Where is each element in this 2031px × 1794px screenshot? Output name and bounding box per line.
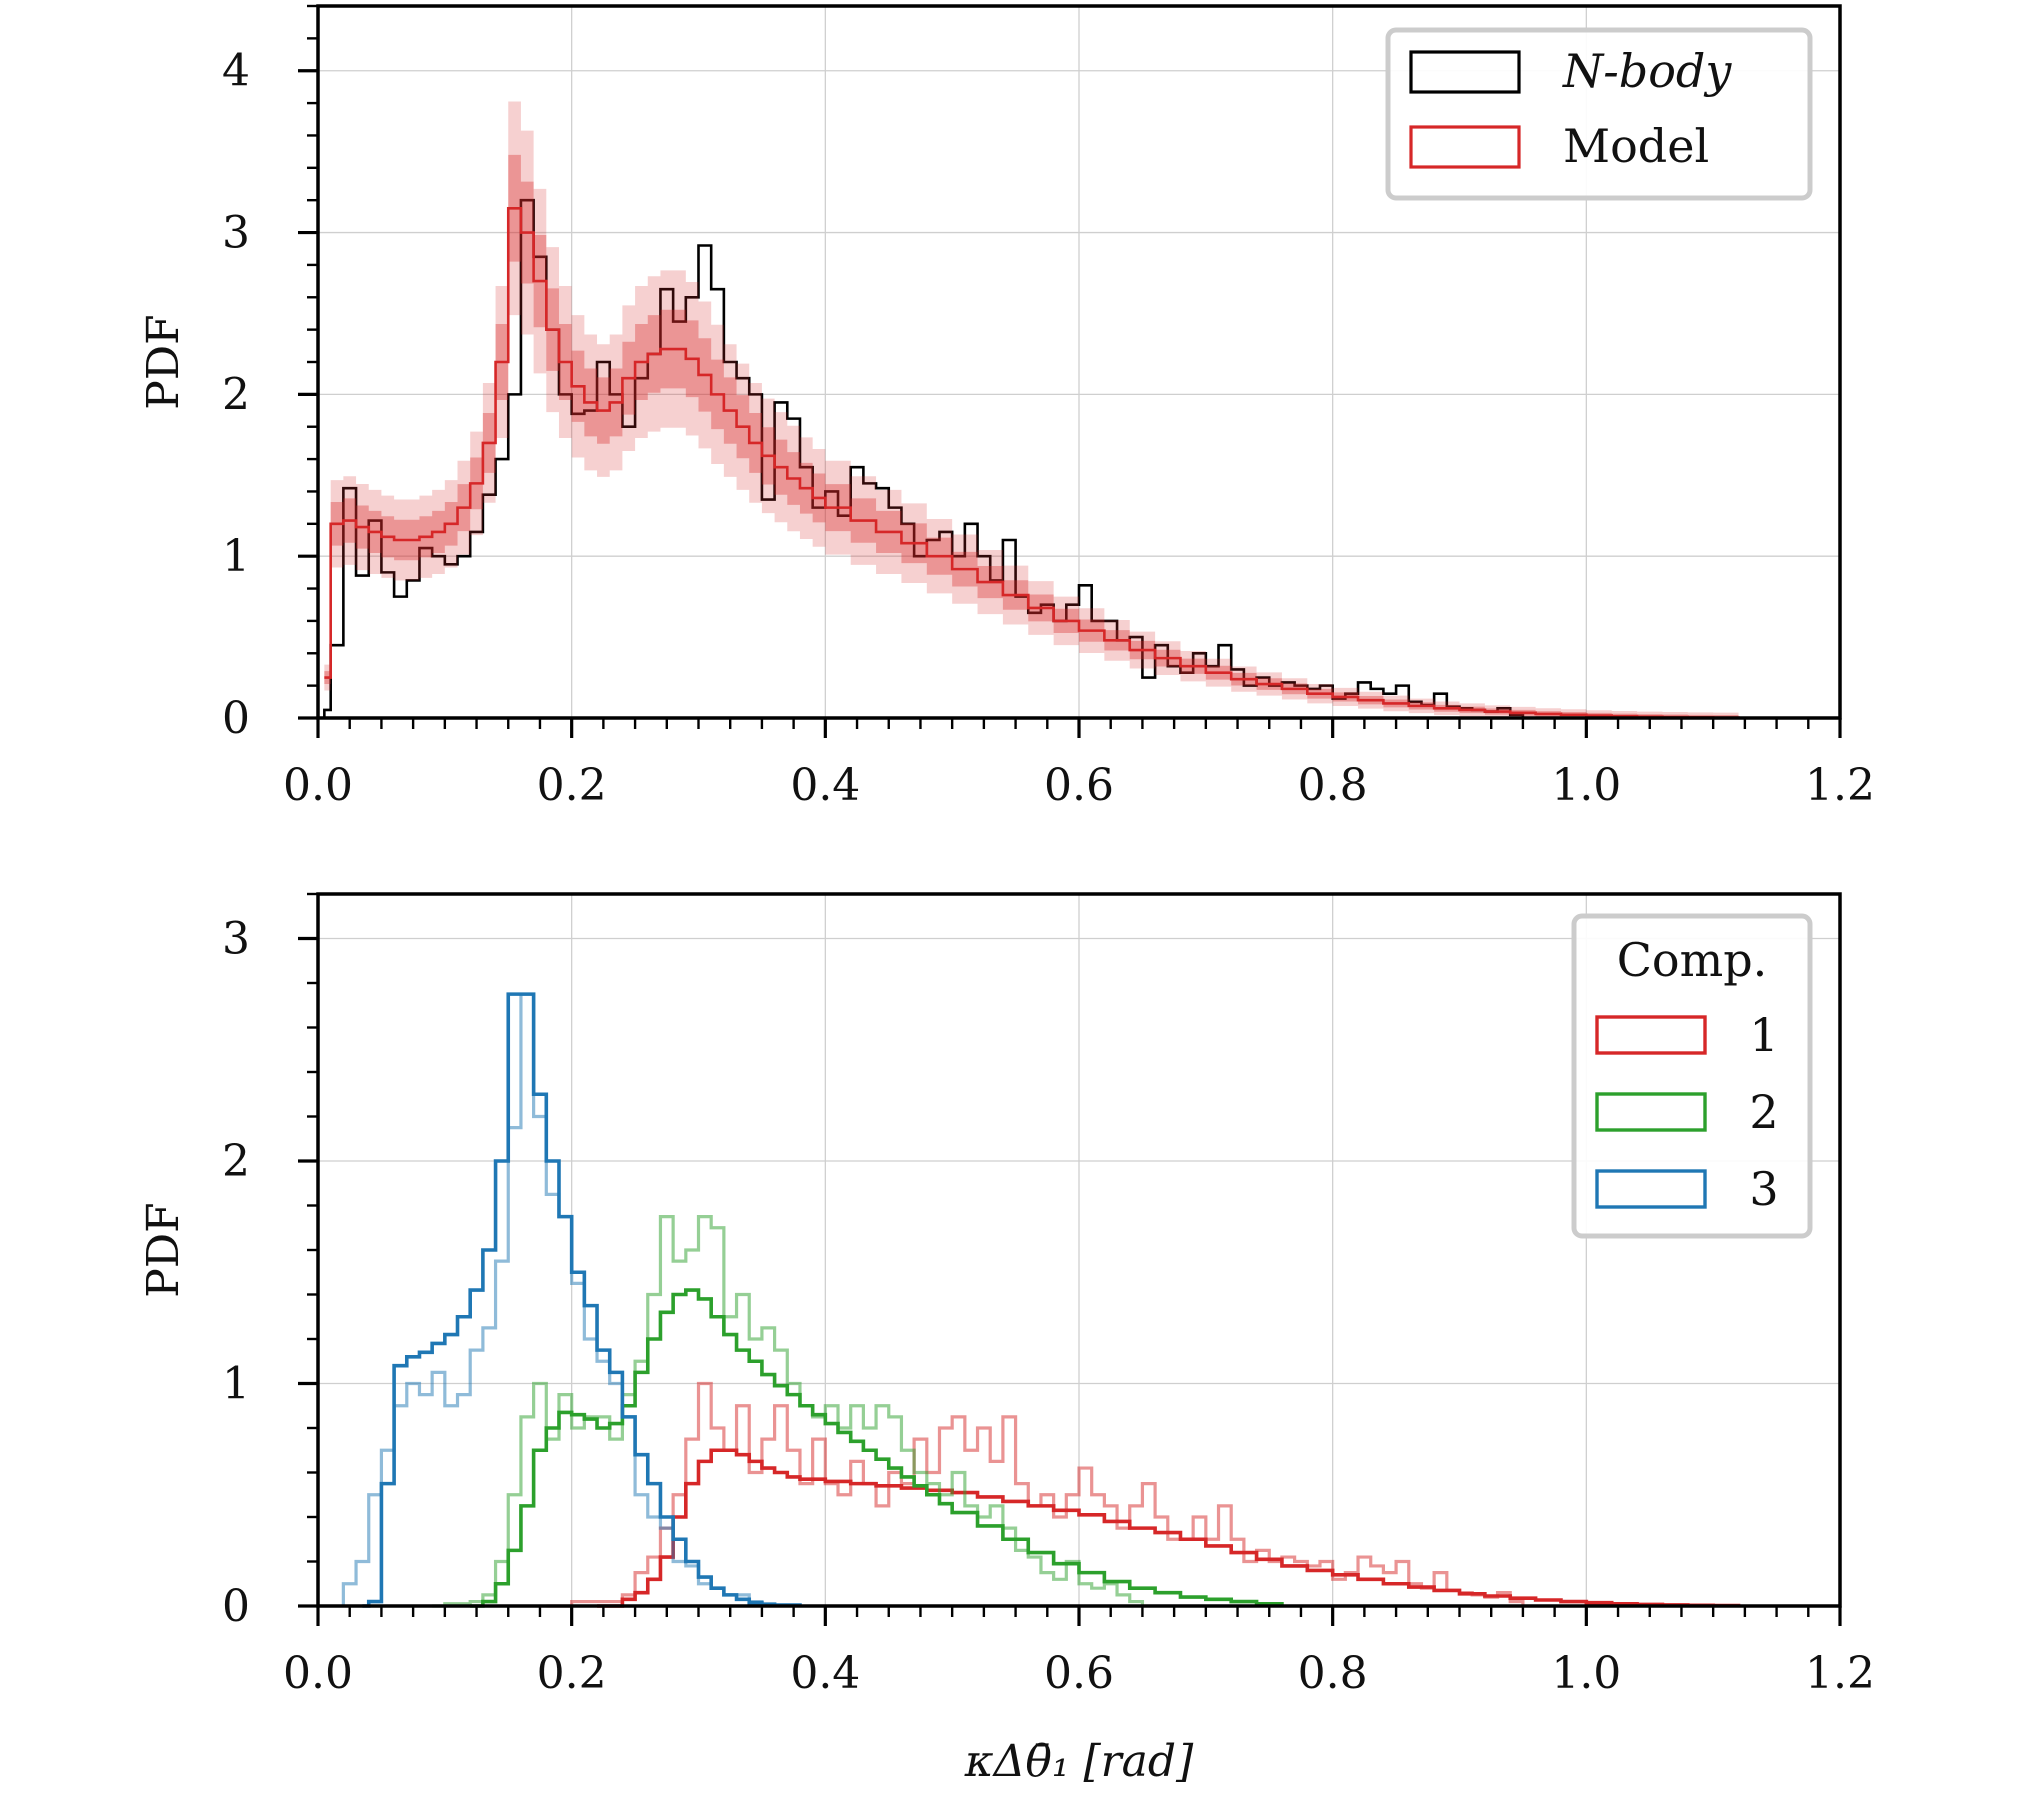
y-tick-label: 2 — [222, 1136, 250, 1187]
legend: N-body Model — [1385, 27, 1813, 201]
legend: Comp. 1 2 3 — [1571, 913, 1813, 1239]
series-step-line-1 — [324, 206, 1740, 719]
top-panel: 0.0 0.2 0.4 0.6 0.8 1.0 1.2 0 1 2 3 4 PDF N-body Model — [138, 4, 1875, 811]
x-tick-label: 1.2 — [1805, 760, 1875, 811]
x-tick-label: 1.0 — [1551, 1648, 1621, 1699]
x-tick-label: 0.2 — [537, 760, 607, 811]
series-step-line-5 — [362, 992, 802, 1608]
x-axis-title: κΔθ̄₁ [rad] — [964, 1736, 1194, 1787]
legend-swatch — [1595, 1015, 1707, 1055]
x-tick-label: 0.6 — [1044, 1648, 1114, 1699]
x-tick-label: 0.8 — [1298, 1648, 1368, 1699]
x-tick-label: 0.2 — [537, 1648, 607, 1699]
legend-swatch — [1409, 50, 1521, 94]
legend-title: Comp. — [1617, 933, 1768, 987]
x-tick-label: 0.6 — [1044, 760, 1114, 811]
y-tick-label: 0 — [222, 693, 250, 744]
bottom-panel: 0.0 0.2 0.4 0.6 0.8 1.0 1.2 0 1 2 3 PDF κΔθ̄₁ [rad] C… — [138, 892, 1875, 1787]
y-tick-label: 2 — [222, 369, 250, 420]
x-tick-label: 0.4 — [790, 760, 860, 811]
x-tick-label: 0.4 — [790, 1648, 860, 1699]
x-tick-label: 0.0 — [283, 1648, 353, 1699]
legend-label: 2 — [1749, 1085, 1778, 1139]
x-tick-label: 1.0 — [1551, 760, 1621, 811]
legend-swatch — [1409, 125, 1521, 169]
legend-label: N-body — [1562, 44, 1732, 98]
x-tick-label: 0.8 — [1298, 760, 1368, 811]
series-step-line-4 — [341, 992, 764, 1606]
y-axis-title: PDF — [138, 1202, 189, 1297]
y-tick-label: 1 — [222, 531, 250, 582]
y-tick-label: 0 — [222, 1581, 250, 1632]
series-step-line-0 — [323, 198, 1525, 718]
legend-label: 3 — [1749, 1162, 1778, 1216]
y-tick-label: 1 — [222, 1359, 250, 1410]
legend-swatch — [1595, 1092, 1707, 1132]
series-step-line-3 — [470, 1288, 1284, 1608]
x-tick-label: 1.2 — [1805, 1648, 1875, 1699]
y-tick-label: 4 — [222, 46, 250, 97]
series-step-line-1 — [597, 1448, 1741, 1608]
series-step-line-0 — [546, 1381, 1525, 1608]
legend-box — [1385, 27, 1813, 201]
series-group — [323, 101, 1740, 719]
legend-swatch — [1595, 1169, 1707, 1209]
model-band-inner — [324, 154, 1739, 718]
series-group — [341, 992, 1741, 1608]
legend-label: 1 — [1749, 1008, 1778, 1062]
y-axis-title: PDF — [138, 314, 189, 409]
x-tick-label: 0.0 — [283, 760, 353, 811]
y-tick-label: 3 — [222, 208, 250, 259]
y-tick-label: 3 — [222, 914, 250, 965]
legend-label: Model — [1563, 119, 1709, 173]
legend-box — [1571, 913, 1813, 1239]
